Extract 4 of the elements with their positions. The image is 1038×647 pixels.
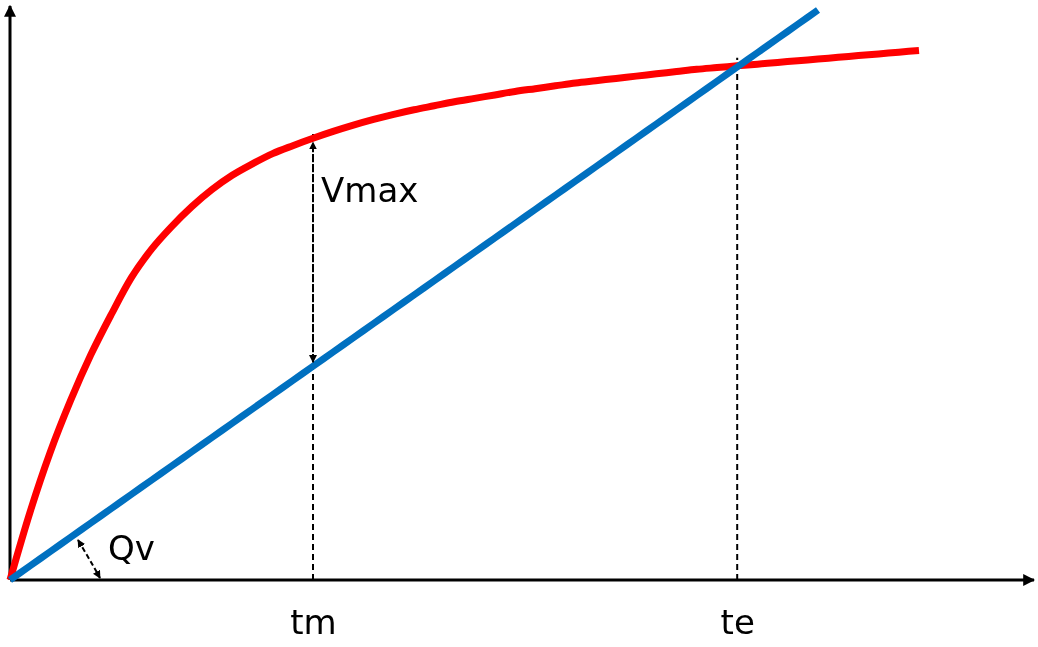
x-tick-label: te <box>720 602 755 643</box>
x-tick-label: tm <box>290 602 337 643</box>
annotation: Vmax <box>321 170 419 211</box>
annotation: Qv <box>108 528 155 568</box>
